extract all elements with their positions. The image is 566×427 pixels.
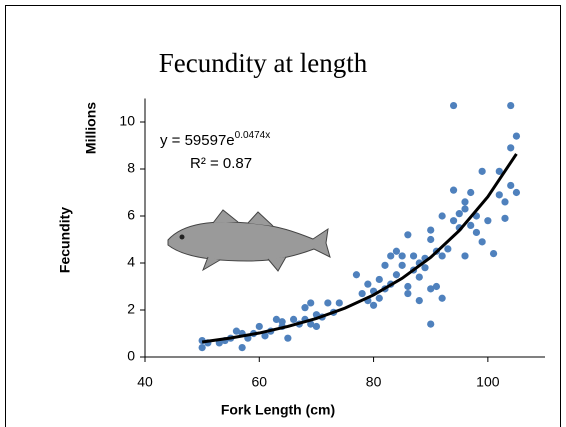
data-point bbox=[415, 297, 423, 305]
data-point bbox=[232, 327, 241, 335]
trendline bbox=[201, 153, 518, 344]
x-tick-label: 100 bbox=[476, 374, 500, 390]
x-tick-label: 40 bbox=[137, 374, 153, 390]
data-point bbox=[335, 299, 343, 307]
data-point bbox=[324, 299, 332, 307]
r-squared: R² = 0.87 bbox=[190, 155, 252, 172]
data-point bbox=[387, 252, 395, 260]
data-point bbox=[261, 332, 269, 340]
data-point bbox=[392, 271, 401, 279]
data-point bbox=[369, 301, 378, 309]
data-point bbox=[375, 294, 383, 302]
data-point bbox=[472, 228, 481, 237]
data-point bbox=[461, 205, 469, 213]
data-point bbox=[484, 217, 492, 225]
data-point bbox=[415, 273, 423, 281]
data-point bbox=[398, 252, 406, 260]
data-point bbox=[512, 188, 521, 197]
data-point bbox=[392, 247, 401, 255]
data-point bbox=[478, 238, 486, 246]
data-point bbox=[449, 217, 458, 225]
data-point bbox=[364, 280, 372, 288]
data-point bbox=[421, 264, 429, 272]
data-point bbox=[432, 282, 441, 291]
data-point bbox=[255, 322, 263, 331]
data-point bbox=[449, 101, 458, 110]
y-unit-label: Millions bbox=[83, 102, 99, 154]
data-point bbox=[404, 231, 412, 239]
data-point bbox=[489, 250, 498, 258]
data-point bbox=[427, 320, 435, 328]
data-point bbox=[272, 315, 281, 323]
data-point bbox=[438, 212, 446, 220]
fish-illustration bbox=[167, 209, 331, 272]
x-tick-label: 80 bbox=[366, 374, 382, 390]
data-point bbox=[409, 252, 418, 260]
data-point bbox=[507, 181, 515, 190]
y-axis-title: Fecundity bbox=[57, 207, 73, 273]
data-point bbox=[352, 271, 361, 279]
data-point bbox=[404, 282, 412, 291]
data-point bbox=[461, 198, 469, 206]
data-point bbox=[455, 210, 463, 218]
data-point bbox=[289, 315, 298, 323]
x-axis-title: Fork Length (cm) bbox=[221, 402, 335, 418]
data-point bbox=[467, 188, 475, 197]
equation-exponent: 0.0474x bbox=[235, 130, 271, 141]
data-point bbox=[398, 261, 406, 269]
data-point bbox=[438, 252, 446, 260]
data-point bbox=[284, 334, 292, 342]
data-point bbox=[427, 226, 435, 234]
data-point bbox=[438, 294, 446, 302]
data-point bbox=[507, 101, 515, 110]
data-point bbox=[427, 235, 435, 244]
data-point bbox=[381, 261, 389, 269]
data-point bbox=[478, 167, 486, 175]
data-point bbox=[444, 245, 452, 253]
data-point bbox=[312, 322, 321, 331]
data-point bbox=[307, 320, 315, 328]
data-point bbox=[495, 191, 503, 199]
data-point bbox=[427, 285, 435, 293]
data-point bbox=[501, 214, 509, 222]
equation-base: y = 59597e bbox=[160, 132, 235, 149]
y-tick-label: 6 bbox=[127, 207, 135, 223]
data-point bbox=[358, 289, 366, 298]
y-tick-label: 10 bbox=[119, 113, 135, 129]
data-point bbox=[238, 344, 246, 352]
chart-title: Fecundity at length bbox=[159, 48, 368, 78]
y-tick-label: 8 bbox=[127, 160, 135, 176]
data-point bbox=[507, 144, 515, 152]
data-point bbox=[512, 132, 521, 140]
data-point bbox=[307, 299, 315, 307]
data-point bbox=[375, 275, 383, 284]
y-tick-label: 2 bbox=[127, 301, 135, 317]
data-point bbox=[501, 198, 509, 206]
y-tick-label: 0 bbox=[127, 348, 135, 364]
data-point bbox=[461, 252, 469, 260]
equation: y = 59597e0.0474x bbox=[160, 130, 270, 149]
data-point bbox=[449, 186, 458, 194]
data-point bbox=[301, 304, 309, 312]
data-point bbox=[495, 167, 503, 175]
data-point bbox=[198, 344, 206, 352]
x-tick-label: 60 bbox=[251, 374, 267, 390]
data-point bbox=[467, 221, 475, 229]
data-point bbox=[404, 289, 412, 298]
y-tick-label: 4 bbox=[127, 254, 135, 270]
